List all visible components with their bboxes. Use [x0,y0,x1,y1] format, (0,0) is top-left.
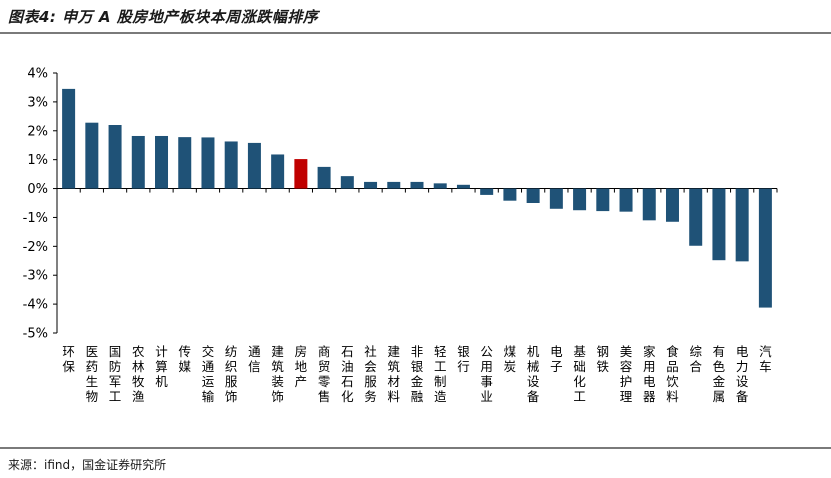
bar [433,183,447,189]
x-category-label: 石油石化 [341,344,354,404]
bar [178,137,192,189]
x-category-label: 轻工制造 [434,344,447,404]
y-tick-label: -3% [23,269,48,284]
bar [526,188,540,203]
y-tick-label: -1% [23,211,48,226]
bar [131,135,145,189]
x-category-label: 钢铁 [597,344,610,374]
bar [689,188,703,246]
bar [549,188,563,209]
bar [317,166,331,189]
x-category-label: 银行 [457,344,470,374]
y-tick-label: -5% [23,327,48,342]
bar-chart: 4% 3% 2% 1% 0% -1% -2% -3% -4% -5% 环保医药生物国防军工农林牧渔… [23,67,778,404]
bar [294,159,308,189]
y-tick-label: 3% [27,95,48,110]
x-category-label: 社会服务 [364,344,377,404]
x-category-label: 美容护理 [620,344,633,404]
y-tick-label: -2% [23,240,48,255]
y-tick-label: 1% [27,153,48,168]
bar [340,176,354,189]
bar [85,122,99,189]
x-category-label: 纺织服饰 [225,344,238,404]
x-category-label: 通信 [248,344,261,374]
x-category-label: 公用事业 [480,344,493,404]
x-category-label: 农林牧渔 [132,344,145,404]
bar [596,188,610,212]
x-category-label: 计算机 [155,344,168,389]
x-category-label: 房地产 [295,344,308,389]
x-category-labels: 环保医药生物国防军工农林牧渔计算机传媒交通运输纺织服饰通信建筑装饰房地产商贸零售… [62,344,772,404]
x-category-label: 家用电器 [643,344,656,404]
x-category-label: 建筑装饰 [271,344,284,404]
bar [364,181,378,189]
bar [456,184,470,189]
bottom-rule [0,447,831,449]
bar [665,188,679,222]
x-category-label: 机械设备 [527,344,540,404]
bar [642,188,656,221]
bar [201,137,215,189]
x-category-label: 商贸零售 [318,344,331,404]
bar [62,88,76,189]
x-category-label: 有色金属 [713,344,726,404]
y-tick-labels: 4% 3% 2% 1% 0% -1% -2% -3% -4% -5% [23,67,48,342]
x-category-label: 环保 [62,344,75,374]
x-category-label: 综合 [689,344,702,374]
x-category-label: 医药生物 [86,344,99,404]
x-category-label: 电子 [550,344,563,374]
x-category-label: 食品饮料 [666,344,679,404]
bar [480,188,494,195]
x-category-label: 建筑材料 [388,344,401,404]
x-category-label: 电力设备 [736,344,749,404]
x-category-label: 非银金融 [411,344,424,404]
x-category-label: 传媒 [178,344,191,374]
top-rule [0,32,831,34]
bar [387,181,401,189]
bar [573,188,587,211]
bar [735,188,749,262]
x-category-label: 国防军工 [109,344,122,404]
y-tick-label: 4% [27,67,48,82]
bar [712,188,726,261]
source-note: 来源：ifind，国金证券研究所 [8,458,167,472]
x-category-label: 煤炭 [504,344,517,374]
bar [224,141,238,189]
bar [410,181,424,189]
x-category-label: 交通运输 [202,344,215,404]
y-tick-label: 0% [27,182,48,197]
bars [62,88,772,308]
bar [247,142,261,189]
bar [108,125,122,189]
bar [155,135,169,189]
y-tick-label: -4% [23,298,48,313]
figure-title: 图表4: 申万 A 股房地产板块本周涨跌幅排序 [8,8,319,26]
x-category-label: 基础化工 [573,344,586,404]
bar [271,154,285,189]
bar [619,188,633,212]
bar [503,188,517,201]
x-category-label: 汽车 [759,344,772,374]
y-tick-label: 2% [27,124,48,139]
bar [758,188,772,308]
